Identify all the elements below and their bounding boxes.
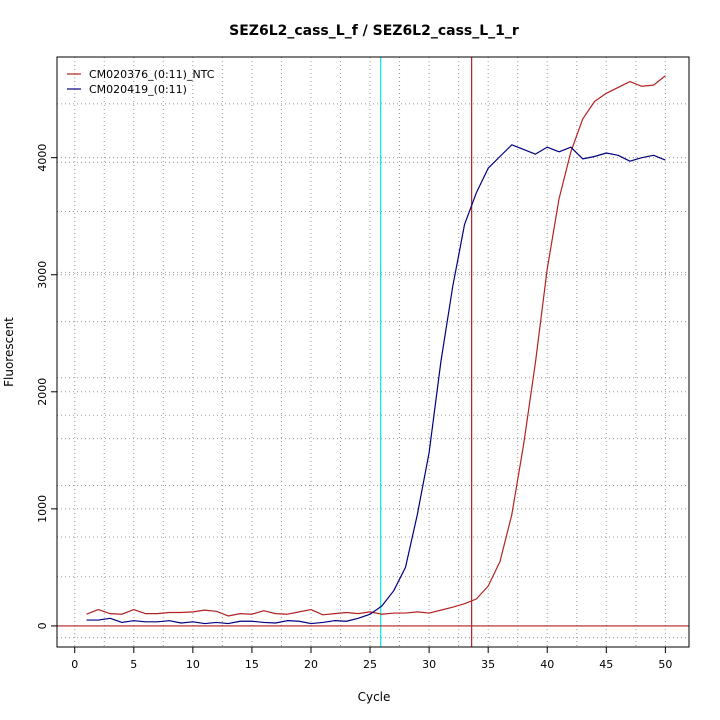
y-tick-label: 1000: [36, 495, 49, 523]
vertical-markers: [380, 57, 473, 647]
x-tick-label: 50: [658, 658, 672, 671]
x-axis-label: Cycle: [358, 690, 391, 704]
x-tick-label: 25: [363, 658, 377, 671]
x-tick-label: 0: [71, 658, 78, 671]
legend: CM020376_(0:11)_NTC CM020419_(0:11): [67, 68, 215, 96]
plot-frame: [56, 56, 690, 648]
series-layer: [86, 75, 666, 625]
y-tick-label: 0: [36, 622, 49, 629]
y-axis: 0 1000 2000 3000 4000: [36, 144, 57, 629]
legend-label-2: CM020419_(0:11): [89, 83, 187, 96]
y-tick-label: 3000: [36, 261, 49, 289]
series-line-1: [86, 75, 666, 617]
x-tick-label: 40: [540, 658, 554, 671]
y-axis-label: Fluorescent: [2, 317, 16, 387]
x-tick-label: 15: [245, 658, 259, 671]
chart-title: SEZ6L2_cass_L_f / SEZ6L2_cass_L_1_r: [229, 23, 519, 39]
x-tick-label: 5: [130, 658, 137, 671]
y-tick-label: 4000: [36, 144, 49, 172]
x-tick-label: 20: [304, 658, 318, 671]
x-tick-label: 35: [481, 658, 495, 671]
x-tick-label: 10: [186, 658, 200, 671]
series-line-2: [86, 144, 666, 625]
x-axis: 0 5 10 15 20 25 30 35 40 45 50: [71, 647, 672, 671]
y-tick-label: 2000: [36, 378, 49, 406]
grid: [57, 57, 689, 647]
x-tick-label: 45: [599, 658, 613, 671]
x-tick-label: 30: [422, 658, 436, 671]
legend-label-1: CM020376_(0:11)_NTC: [89, 68, 215, 81]
